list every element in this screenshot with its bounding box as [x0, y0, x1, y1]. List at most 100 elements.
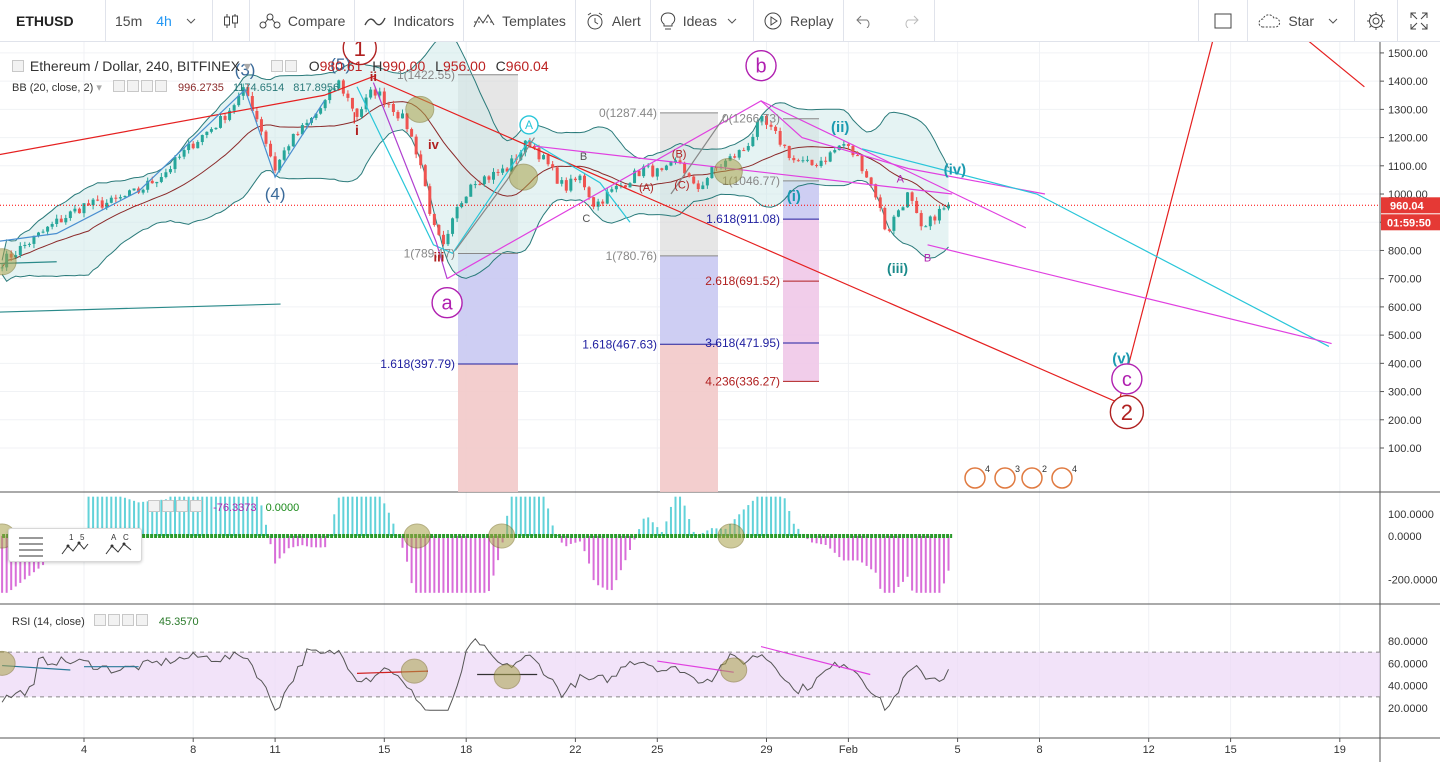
- candle-body: [291, 133, 295, 147]
- candles-icon: [223, 13, 238, 28]
- bb-label: BB (20, close, 2): [12, 82, 94, 94]
- rsi-settings-button[interactable]: [107, 614, 120, 626]
- candle-body: [519, 152, 523, 160]
- indicators-icon: [364, 17, 387, 25]
- ideas-button[interactable]: Ideas: [651, 0, 754, 42]
- candle-body: [492, 171, 495, 180]
- fullscreen-button[interactable]: [1398, 0, 1440, 42]
- candle-body: [824, 160, 828, 162]
- rsi-more-button[interactable]: [135, 614, 148, 626]
- candle-body: [237, 95, 241, 106]
- candle-body: [537, 147, 541, 160]
- candle-body: [105, 202, 109, 208]
- symbol-selector[interactable]: ETHUSD: [0, 0, 106, 42]
- candle-body: [551, 164, 555, 168]
- chevron-down-icon[interactable]: [1328, 16, 1338, 26]
- interval-4h[interactable]: 4h: [156, 12, 172, 29]
- compare-button[interactable]: Compare: [250, 0, 356, 42]
- candle-body: [933, 216, 937, 221]
- price-axis-label: 700.00: [1388, 274, 1422, 286]
- bb-more-button[interactable]: [154, 80, 167, 92]
- candle-body: [528, 140, 532, 146]
- chart-type-button[interactable]: [213, 0, 250, 42]
- wave-label: (A): [639, 182, 654, 194]
- candle-body: [769, 124, 773, 127]
- candle-body: [505, 168, 509, 172]
- event-flag-icon: [994, 467, 1016, 489]
- channel-line: [534, 145, 953, 195]
- rsi-eye-button[interactable]: [93, 614, 106, 626]
- eye-button[interactable]: [270, 60, 283, 72]
- bb-eye-button[interactable]: [112, 80, 125, 92]
- indicators-button[interactable]: Indicators: [355, 0, 465, 42]
- candle-body: [564, 180, 568, 191]
- candle-body: [441, 234, 445, 245]
- rsi-close-button[interactable]: [121, 614, 134, 626]
- time-axis-label: 8: [190, 744, 196, 756]
- chevron-down-icon[interactable]: [727, 16, 737, 26]
- candle-body: [114, 197, 118, 199]
- candle-body: [587, 187, 591, 198]
- wave-label-circle: [745, 49, 777, 82]
- time-axis-label: 15: [1224, 744, 1236, 756]
- fullscreen-box-button[interactable]: [1198, 0, 1249, 42]
- candle-body: [100, 200, 104, 208]
- wave-label: A: [525, 118, 533, 132]
- menu-lines-icon[interactable]: [16, 532, 46, 558]
- wave-label: (C): [674, 179, 689, 191]
- candle-body: [200, 135, 204, 143]
- candle-body: [141, 189, 145, 193]
- wave-purple: [372, 82, 448, 279]
- templates-label: Templates: [502, 12, 566, 29]
- bollinger-upper-line: [1, 33, 949, 261]
- macd-signal-value: 0.0000: [265, 502, 300, 514]
- candle-body: [18, 245, 22, 256]
- bollinger-lower-line: [1, 129, 949, 282]
- candle-body: [651, 165, 655, 177]
- bb-settings-button[interactable]: [126, 80, 139, 92]
- settings-small-button[interactable]: [284, 60, 297, 72]
- macd-settings-button[interactable]: [162, 500, 174, 512]
- highlight-ellipse: [493, 664, 521, 690]
- fib-level-label: 2.618(691.52): [705, 274, 780, 288]
- highlight-ellipse: [488, 523, 516, 549]
- candle-body: [496, 171, 500, 173]
- candle-body: [637, 170, 641, 177]
- templates-button[interactable]: Templates: [464, 0, 576, 42]
- candle-body: [109, 197, 113, 203]
- redo-button[interactable]: [886, 0, 935, 42]
- candle-body: [887, 229, 891, 231]
- interval-15m[interactable]: 15m: [115, 12, 143, 29]
- macd-more-button[interactable]: [190, 500, 202, 512]
- alert-button[interactable]: Alert: [576, 0, 651, 42]
- candle-body: [282, 150, 286, 160]
- replay-button[interactable]: Replay: [754, 0, 844, 42]
- last-price-text: 960.04: [1390, 200, 1425, 212]
- bb-close-button[interactable]: [140, 80, 153, 92]
- candle-body: [601, 201, 605, 204]
- star-button[interactable]: Star: [1248, 0, 1355, 42]
- chevron-down-icon[interactable]: [186, 16, 196, 26]
- candle-body: [155, 181, 159, 184]
- undo-button[interactable]: [844, 0, 886, 42]
- dashed-trend: [454, 137, 535, 251]
- candle-body: [942, 208, 946, 210]
- low-value: 956.00: [442, 58, 486, 74]
- macd-close-button[interactable]: [176, 500, 188, 512]
- candle-body: [32, 235, 36, 244]
- candle-body: [14, 255, 18, 258]
- settings-button[interactable]: [1355, 0, 1398, 42]
- macd-eye-button[interactable]: [148, 500, 160, 512]
- highlight-ellipse: [713, 157, 743, 185]
- highlight-ellipse: [403, 523, 431, 549]
- collapse-legend-button[interactable]: [12, 60, 24, 72]
- alert-label: Alert: [611, 12, 641, 29]
- candle-body: [164, 172, 168, 178]
- fib-zone-rect: [783, 219, 819, 382]
- candle-body: [50, 223, 54, 227]
